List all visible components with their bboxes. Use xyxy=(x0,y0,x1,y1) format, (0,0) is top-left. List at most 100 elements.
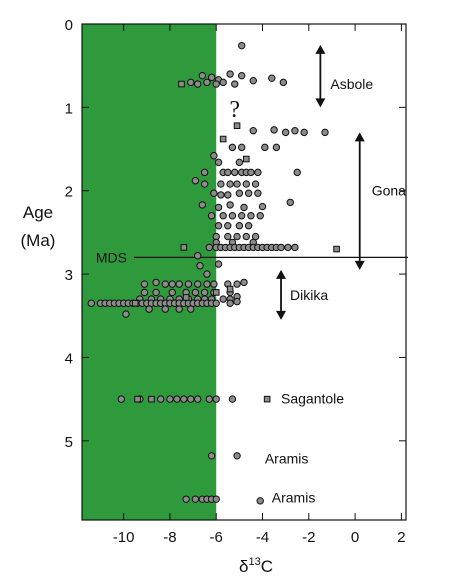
circle-point xyxy=(187,305,195,313)
x-axis-label: δ13C xyxy=(239,556,273,576)
circle-point xyxy=(279,78,288,87)
circle-point xyxy=(300,128,308,137)
circle-point xyxy=(256,497,264,505)
circle-point xyxy=(293,168,301,177)
circle-point xyxy=(233,232,241,241)
y-axis-label: Age xyxy=(23,203,53,222)
y-tick-label: 4 xyxy=(65,350,73,367)
circle-point xyxy=(231,80,239,88)
site-label: Aramis xyxy=(272,489,316,505)
circle-point xyxy=(242,232,251,241)
square-point xyxy=(180,244,188,251)
circle-point xyxy=(217,191,225,199)
y-tick-label: 0 xyxy=(65,17,73,34)
circle-point xyxy=(161,305,170,313)
circle-point xyxy=(233,180,241,188)
circle-point xyxy=(194,280,202,288)
circle-point xyxy=(249,127,257,135)
square-point xyxy=(333,245,340,253)
circle-point xyxy=(210,189,218,197)
circle-point xyxy=(198,71,207,80)
circle-point xyxy=(198,201,207,209)
circle-point xyxy=(244,222,253,230)
circle-point xyxy=(212,80,220,88)
circle-point xyxy=(207,73,216,82)
arrow-head-up xyxy=(354,132,365,142)
square-point xyxy=(134,395,141,403)
circle-point xyxy=(200,168,209,177)
circle-point xyxy=(161,280,170,288)
circle-point xyxy=(200,180,209,188)
circle-point xyxy=(212,395,220,403)
circle-point xyxy=(228,143,237,152)
circle-point xyxy=(261,143,269,152)
circle-point xyxy=(228,212,237,220)
circle-point xyxy=(194,395,202,403)
circle-point xyxy=(203,78,211,87)
circle-point xyxy=(212,299,220,307)
x-tick-label: -2 xyxy=(302,529,315,546)
circle-point xyxy=(191,177,200,185)
circle-point xyxy=(205,243,213,252)
circle-point xyxy=(240,278,248,287)
circle-point xyxy=(286,198,294,207)
circle-point xyxy=(156,395,165,403)
circle-point xyxy=(187,78,195,87)
circle-point xyxy=(226,70,234,78)
circle-point xyxy=(291,243,299,252)
circle-point xyxy=(210,280,218,288)
circle-point xyxy=(219,78,227,87)
interval-label: Asbole xyxy=(330,76,373,92)
circle-point xyxy=(258,202,267,211)
circle-point xyxy=(191,495,200,503)
circle-point xyxy=(235,189,244,197)
circle-point xyxy=(268,74,276,82)
circle-point xyxy=(152,288,160,297)
site-label: Aramis xyxy=(265,450,309,466)
circle-point xyxy=(251,180,260,188)
circle-point xyxy=(168,280,176,288)
circle-point xyxy=(284,243,292,252)
chart-labels: -10 -8 -6 -4 -2 0 2 0 1 2 3 4 5 δ13C Age (Ma) MDS Asbole G… xyxy=(21,17,407,576)
x-tick-label: -4 xyxy=(256,529,269,546)
circle-point xyxy=(214,158,223,167)
square-point xyxy=(219,135,227,143)
circle-point xyxy=(173,395,181,403)
circle-point xyxy=(187,395,195,403)
circle-point xyxy=(291,127,299,135)
circle-point xyxy=(237,143,246,152)
circle-point xyxy=(272,143,281,152)
circle-point xyxy=(194,252,202,260)
mds-label: MDS xyxy=(96,249,127,265)
circle-point xyxy=(233,297,241,306)
data-points xyxy=(87,41,340,505)
square-point xyxy=(243,155,250,163)
circle-point xyxy=(321,128,329,137)
circle-point xyxy=(203,280,211,288)
x-tick-label: 0 xyxy=(351,529,359,546)
circle-point xyxy=(214,222,223,230)
circle-point xyxy=(233,452,241,460)
circle-point xyxy=(224,168,232,177)
circle-point xyxy=(214,203,223,212)
circle-point xyxy=(180,395,188,403)
circle-point xyxy=(247,168,255,177)
axis-ticks xyxy=(82,23,406,520)
arrow-head-down xyxy=(276,310,287,320)
circle-point xyxy=(244,189,253,197)
circle-point xyxy=(203,270,211,278)
y-tick-label: 1 xyxy=(65,100,73,117)
y-tick-label: 2 xyxy=(65,184,73,201)
circle-point xyxy=(184,280,193,288)
y-axis-label: (Ma) xyxy=(21,231,56,250)
x-tick-label: -8 xyxy=(163,529,176,546)
circle-point xyxy=(240,203,248,212)
y-tick-label: 3 xyxy=(65,267,73,284)
circle-point xyxy=(254,168,262,177)
annotation-lines xyxy=(134,44,408,320)
y-tick-label: 5 xyxy=(65,434,73,451)
x-tick-label: -10 xyxy=(113,529,135,546)
circle-point xyxy=(152,278,160,287)
arrow-head-down xyxy=(315,98,326,108)
